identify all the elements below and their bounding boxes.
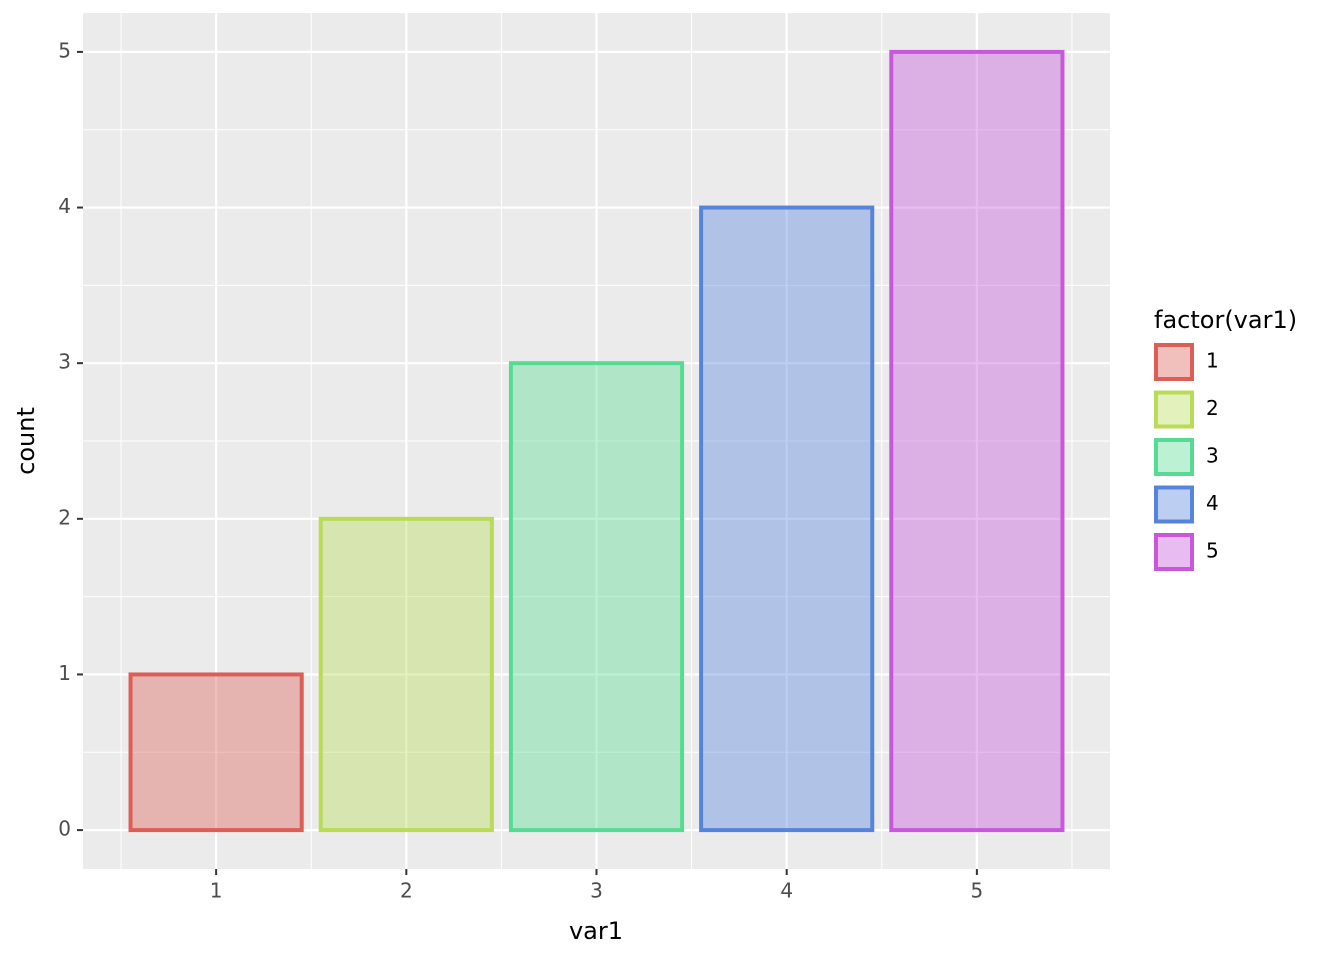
x-tick-label: 4 [780,879,793,903]
x-tick-label: 1 [210,879,223,903]
bar [318,516,494,833]
bar [699,205,875,833]
legend-key [1154,343,1194,381]
y-tick-label: 1 [58,661,71,685]
legend-key [1154,485,1194,524]
legend-label: 2 [1206,396,1219,420]
y-tick-label: 0 [58,817,71,841]
bar [889,49,1065,833]
bar [128,672,304,833]
legend-key [1154,438,1194,476]
x-tick-label: 3 [590,879,603,903]
bar [508,361,685,833]
x-tick-label: 2 [400,879,413,903]
x-tick-label: 5 [971,879,984,903]
legend-label: 1 [1206,349,1219,373]
legend-label: 4 [1206,491,1219,515]
legend-title: factor(var1) [1154,306,1297,334]
y-axis-title: count [12,407,40,475]
legend-label: 5 [1206,539,1219,563]
y-tick-label: 5 [58,38,71,62]
y-tick-label: 4 [58,194,71,218]
legend-key [1154,533,1194,571]
y-tick-label: 2 [58,505,71,529]
x-axis-title: var1 [569,917,623,945]
y-tick-label: 3 [58,350,71,374]
legend-key [1154,390,1194,429]
legend-label: 3 [1206,444,1219,468]
